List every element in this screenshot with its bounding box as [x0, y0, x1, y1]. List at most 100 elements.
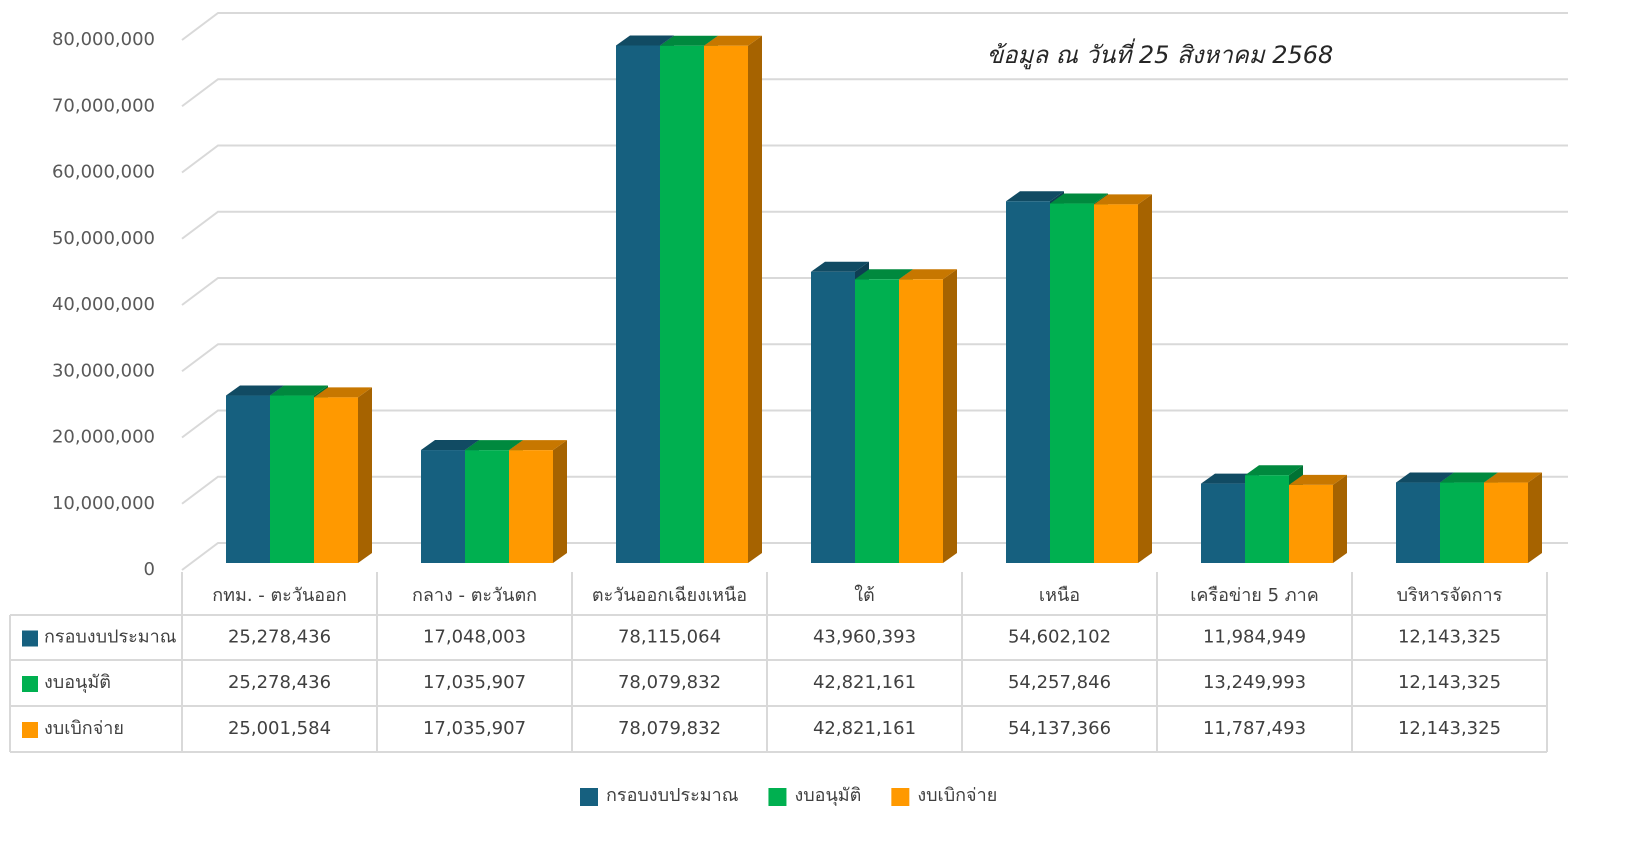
- table-cell: 43,960,393: [813, 627, 916, 648]
- bar-face: [855, 269, 913, 280]
- bar-face: [1528, 472, 1542, 563]
- x-tick-label: บริหารจัดการ: [1397, 585, 1503, 606]
- table-cell: 78,115,064: [618, 627, 721, 648]
- bar: [1484, 472, 1542, 563]
- bar-face: [1396, 472, 1454, 483]
- bar-face: [704, 35, 762, 46]
- table-cell: 54,257,846: [1008, 672, 1111, 693]
- bar-face: [1333, 474, 1347, 563]
- bar-face: [270, 385, 328, 396]
- legend-label: งบเบิกจ่าย: [917, 785, 997, 806]
- table-cell: 78,079,832: [618, 718, 721, 739]
- bar-face: [465, 450, 509, 563]
- bar-face: [1396, 482, 1440, 563]
- bar-face: [899, 279, 943, 563]
- grid-line: [181, 78, 1568, 108]
- legend-key: [22, 722, 38, 738]
- bar-face: [1050, 193, 1108, 204]
- x-tick-label: กลาง - ตะวันตก: [412, 585, 537, 606]
- bar-face: [704, 45, 748, 563]
- bar-face: [811, 271, 855, 563]
- table-cell: 17,035,907: [423, 718, 526, 739]
- bar-face: [226, 385, 284, 396]
- legend-key: [22, 630, 38, 647]
- table-cell: 12,143,325: [1398, 718, 1501, 739]
- grid-line: [181, 144, 1568, 174]
- legend-label: งบอนุมัติ: [794, 785, 861, 806]
- x-tick-label: ใต้: [854, 584, 874, 606]
- table-cell: 42,821,161: [813, 718, 916, 739]
- bar-face: [1050, 203, 1094, 564]
- table-row-label: กรอบงบประมาณ: [44, 627, 176, 648]
- x-tick-label: กทม. - ตะวันออก: [212, 585, 347, 606]
- bar-face: [748, 35, 762, 563]
- table-cell: 12,143,325: [1398, 627, 1501, 648]
- legend-key: [580, 788, 598, 806]
- bar-face: [1289, 484, 1333, 563]
- bar-face: [421, 440, 479, 451]
- bar-face: [1138, 194, 1152, 563]
- y-tick-label: 80,000,000: [52, 29, 155, 50]
- bar-face: [1006, 201, 1050, 563]
- y-tick-label: 20,000,000: [52, 427, 155, 448]
- table-cell: 54,602,102: [1008, 627, 1111, 648]
- x-tick-label: เหนือ: [1039, 585, 1080, 606]
- y-tick-label: 0: [144, 559, 155, 580]
- y-tick-label: 10,000,000: [52, 493, 155, 514]
- table-cell: 13,249,993: [1203, 672, 1306, 693]
- bar-face: [660, 35, 718, 46]
- bar-face: [855, 279, 899, 563]
- bar-face: [616, 35, 674, 46]
- table-cell: 42,821,161: [813, 672, 916, 693]
- y-tick-label: 50,000,000: [52, 228, 155, 249]
- table-cell: 17,048,003: [423, 627, 526, 648]
- y-tick-label: 40,000,000: [52, 294, 155, 315]
- bar-face: [1484, 472, 1542, 483]
- table-cell: 25,001,584: [228, 718, 331, 739]
- bar-face: [1006, 191, 1064, 202]
- table-row-label: งบอนุมัติ: [44, 672, 111, 693]
- bar: [1094, 194, 1152, 563]
- table-cell: 54,137,366: [1008, 718, 1111, 739]
- legend-key: [22, 676, 38, 692]
- x-tick-label: ตะวันออกเฉียงเหนือ: [592, 585, 747, 606]
- bar-face: [1245, 465, 1303, 476]
- bar-face: [421, 450, 465, 563]
- bar: [509, 440, 567, 563]
- bar-face: [899, 269, 957, 280]
- bar-face: [314, 387, 372, 398]
- bar-face: [226, 395, 270, 563]
- table-cell: 25,278,436: [228, 627, 331, 648]
- y-tick-label: 60,000,000: [52, 162, 155, 183]
- bar-face: [270, 395, 314, 563]
- y-tick-label: 70,000,000: [52, 95, 155, 116]
- bar-face: [314, 397, 358, 563]
- bar-face: [509, 450, 553, 563]
- bar-face: [1245, 475, 1289, 563]
- legend-key: [891, 788, 910, 806]
- legend-label: กรอบงบประมาณ: [606, 785, 738, 806]
- bar-face: [1289, 474, 1347, 485]
- x-tick-label: เครือข่าย 5 ภาค: [1190, 585, 1319, 606]
- grid-line: [181, 210, 1568, 240]
- bar: [1289, 474, 1347, 563]
- table-row-label: งบเบิกจ่าย: [44, 718, 124, 739]
- bar-face: [616, 45, 660, 564]
- annotation: ข้อมูล ณ วันที่ 25 สิงหาคม 2568: [987, 38, 1334, 70]
- legend-key: [768, 788, 787, 806]
- bar-face: [1094, 194, 1152, 205]
- table-cell: 25,278,436: [228, 672, 331, 693]
- bar-face: [465, 440, 523, 451]
- bar-face: [553, 440, 567, 563]
- bar-face: [660, 45, 704, 563]
- bar-face: [1484, 482, 1528, 563]
- bar-face: [1440, 482, 1484, 563]
- bar-face: [509, 440, 567, 451]
- bar-face: [358, 387, 372, 563]
- y-tick-label: 30,000,000: [52, 360, 155, 381]
- table-cell: 78,079,832: [618, 672, 721, 693]
- bar-face: [1440, 472, 1498, 483]
- bar: [314, 387, 372, 563]
- table-cell: 17,035,907: [423, 672, 526, 693]
